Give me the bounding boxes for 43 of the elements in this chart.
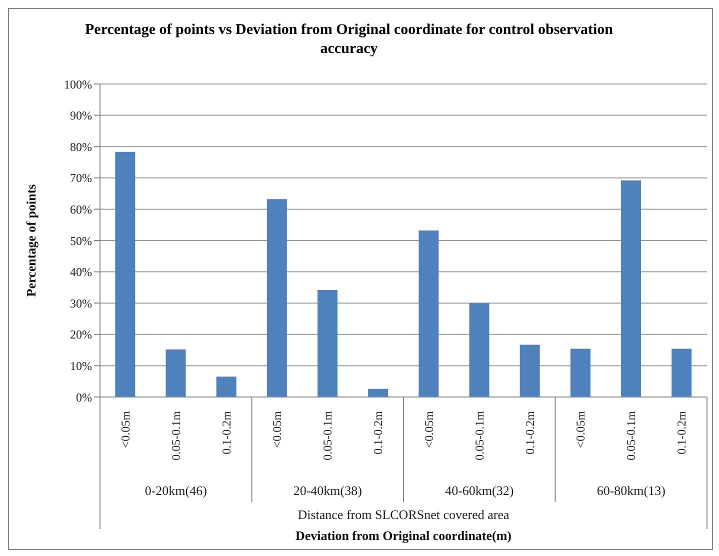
x-tick-label: 0.1-0.2m bbox=[674, 410, 689, 454]
x-tick-label: 0.1-0.2m bbox=[371, 410, 386, 454]
text: 60-80km(13) bbox=[596, 483, 666, 498]
y-tick-label: 20% bbox=[70, 328, 92, 342]
bar bbox=[469, 303, 490, 397]
chart-title: Percentage of points vs Deviation from Original coordinate for control observation accuracy bbox=[84, 21, 614, 59]
x-tick-label: 0.05-0.1m bbox=[624, 410, 638, 460]
y-tick-label: 90% bbox=[70, 108, 92, 123]
x-tick-label: 0.1-0.2m bbox=[522, 410, 537, 454]
bar bbox=[672, 348, 692, 397]
y-tick-label: 50% bbox=[70, 234, 92, 248]
y-tick-label: 40% bbox=[70, 265, 92, 280]
x-tick-label: <0.05m bbox=[270, 410, 284, 448]
bar bbox=[570, 348, 590, 397]
x-tick-label: 0.05-0.1m bbox=[472, 410, 486, 460]
x-tick-label: 0.1-0.2m bbox=[219, 410, 234, 454]
bar bbox=[216, 376, 236, 397]
y-tick-label: 60% bbox=[70, 202, 92, 216]
y-tick-label: 80% bbox=[70, 140, 92, 154]
y-tick-label: 0% bbox=[76, 390, 92, 404]
bar bbox=[318, 290, 338, 397]
x-tick-label: <0.05m bbox=[574, 410, 588, 448]
bar bbox=[115, 152, 136, 397]
x-tick-label: <0.05m bbox=[118, 410, 132, 448]
x-tick-label: <0.05m bbox=[422, 410, 436, 448]
y-tick-label: 30% bbox=[70, 296, 92, 310]
bar bbox=[418, 230, 439, 397]
bar bbox=[166, 349, 186, 397]
text: Distance from SLCORSnet covered area bbox=[298, 507, 510, 522]
bar bbox=[266, 199, 287, 397]
y-tick-label: 70% bbox=[70, 171, 92, 186]
text: 40-60km(32) bbox=[445, 483, 514, 498]
x-tick-label: 0.05-0.1m bbox=[168, 410, 183, 460]
bar bbox=[368, 388, 388, 397]
bar bbox=[520, 344, 540, 397]
text: 20-40km(38) bbox=[293, 483, 362, 498]
y-axis-title: Percentage of points bbox=[24, 184, 39, 297]
y-tick-label: 100% bbox=[64, 77, 92, 92]
text: 0-20km(46) bbox=[144, 483, 207, 498]
x-tick-label: 0.05-0.1m bbox=[320, 410, 335, 460]
y-tick-label: 10% bbox=[70, 358, 92, 373]
bar bbox=[621, 180, 642, 397]
text: Deviation from Original coordinate(m) bbox=[295, 528, 512, 543]
